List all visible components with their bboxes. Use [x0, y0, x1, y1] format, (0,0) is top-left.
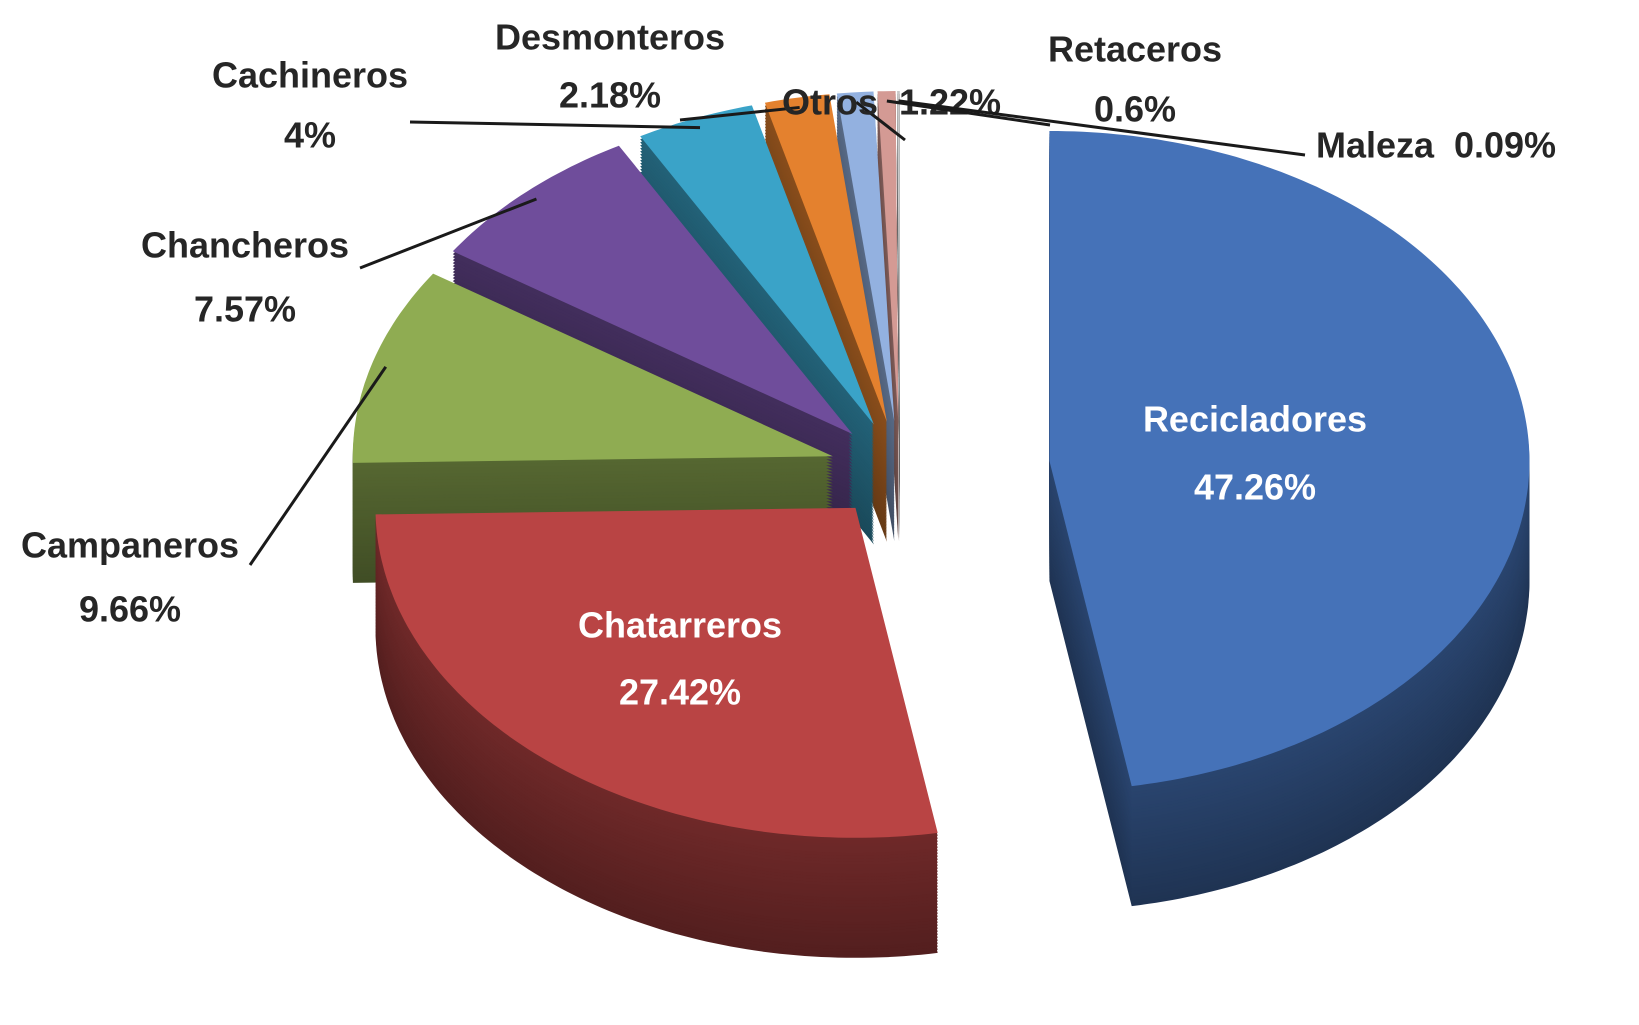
slice-label: Retaceros [1048, 29, 1222, 70]
slice-side [836, 115, 895, 446]
slice [897, 91, 900, 422]
value-label: 0.09% [1454, 125, 1556, 166]
value-label: 7.57% [194, 289, 296, 330]
slice [375, 507, 938, 838]
slice-side [836, 109, 895, 440]
slice-side [836, 118, 895, 449]
slice-side [836, 103, 895, 434]
slice [1049, 131, 1530, 787]
value-label: 0.6% [1094, 89, 1176, 130]
slice-side [836, 97, 895, 428]
leader-line [886, 99, 1051, 127]
slice-side [836, 121, 895, 452]
slice-label: Chancheros [141, 225, 349, 266]
value-label: 2.18% [559, 75, 661, 116]
leader-line [855, 100, 906, 142]
value-label: 4% [284, 115, 336, 156]
leader-line [898, 99, 1306, 157]
slice-label: Otros [782, 82, 878, 123]
slice-side [836, 94, 895, 425]
slice-label: Cachineros [212, 55, 408, 96]
slice-side [836, 106, 895, 437]
leader-line [359, 197, 537, 270]
slice-side [836, 127, 895, 458]
slice-side [836, 130, 895, 461]
leader-line [248, 365, 387, 566]
slice-label: Chatarreros [578, 605, 782, 646]
slice [877, 91, 899, 422]
slice [452, 145, 853, 435]
slice [764, 94, 887, 422]
slice-label: Maleza [1316, 125, 1435, 166]
value-label: 9.66% [79, 589, 181, 630]
slice [640, 105, 874, 425]
leader-line [409, 120, 701, 130]
slice-label: Desmonteros [495, 17, 725, 58]
slice [352, 273, 833, 463]
value-label: 27.42% [619, 672, 741, 713]
slice [836, 91, 895, 422]
leader-line [679, 105, 800, 122]
slice-side [836, 112, 895, 443]
slice-label: Campaneros [21, 525, 239, 566]
value-label: 47.26% [1194, 467, 1316, 508]
slice-side [836, 124, 895, 455]
slice-side [836, 100, 895, 431]
slice-label: Recicladores [1143, 399, 1367, 440]
slice-side [836, 133, 895, 464]
